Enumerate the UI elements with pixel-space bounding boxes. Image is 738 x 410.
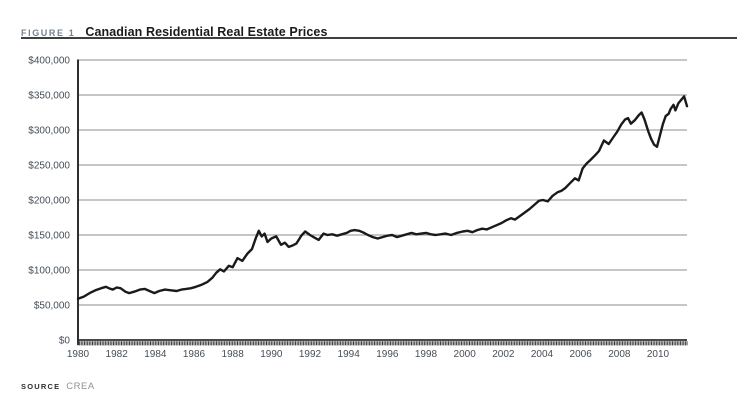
- svg-text:$150,000: $150,000: [28, 231, 70, 242]
- svg-text:$300,000: $300,000: [28, 126, 70, 137]
- svg-text:2004: 2004: [531, 349, 554, 360]
- svg-text:2008: 2008: [608, 349, 631, 360]
- y-axis-labels: $0 $50,000 $100,000 $150,000 $200,000 $250,00…: [28, 56, 70, 347]
- svg-text:2006: 2006: [570, 349, 593, 360]
- svg-text:1996: 1996: [376, 349, 399, 360]
- source-value: CREA: [66, 381, 95, 392]
- title-rule: [21, 37, 737, 39]
- source-label: SOURCE: [21, 382, 61, 391]
- svg-text:1982: 1982: [106, 349, 129, 360]
- svg-text:1992: 1992: [299, 349, 322, 360]
- svg-text:$400,000: $400,000: [28, 56, 70, 67]
- svg-text:1990: 1990: [260, 349, 283, 360]
- svg-text:1998: 1998: [415, 349, 438, 360]
- svg-text:1988: 1988: [222, 349, 245, 360]
- svg-text:1980: 1980: [67, 349, 90, 360]
- svg-text:$200,000: $200,000: [28, 196, 70, 207]
- svg-text:1994: 1994: [338, 349, 361, 360]
- x-axis-band: [77, 339, 688, 346]
- svg-text:$250,000: $250,000: [28, 161, 70, 172]
- figure-header: FIGURE 1 Canadian Residential Real Estat…: [21, 25, 328, 39]
- gridlines: [78, 59, 687, 306]
- svg-text:1986: 1986: [183, 349, 206, 360]
- svg-text:1984: 1984: [144, 349, 167, 360]
- svg-text:2000: 2000: [454, 349, 477, 360]
- source-line: SOURCE CREA: [21, 381, 95, 392]
- svg-text:$100,000: $100,000: [28, 266, 70, 277]
- svg-text:$350,000: $350,000: [28, 91, 70, 102]
- svg-text:$0: $0: [59, 336, 71, 347]
- price-line-series: [76, 95, 689, 300]
- figure-number-label: FIGURE 1: [21, 28, 76, 38]
- figure-title: Canadian Residential Real Estate Prices: [85, 25, 328, 39]
- svg-text:2010: 2010: [647, 349, 670, 360]
- svg-text:2002: 2002: [492, 349, 515, 360]
- svg-text:$50,000: $50,000: [34, 301, 71, 312]
- x-axis-labels: 1980 1982 1984 1986 1988 1990 1992 1994 1996 1998…: [67, 349, 670, 360]
